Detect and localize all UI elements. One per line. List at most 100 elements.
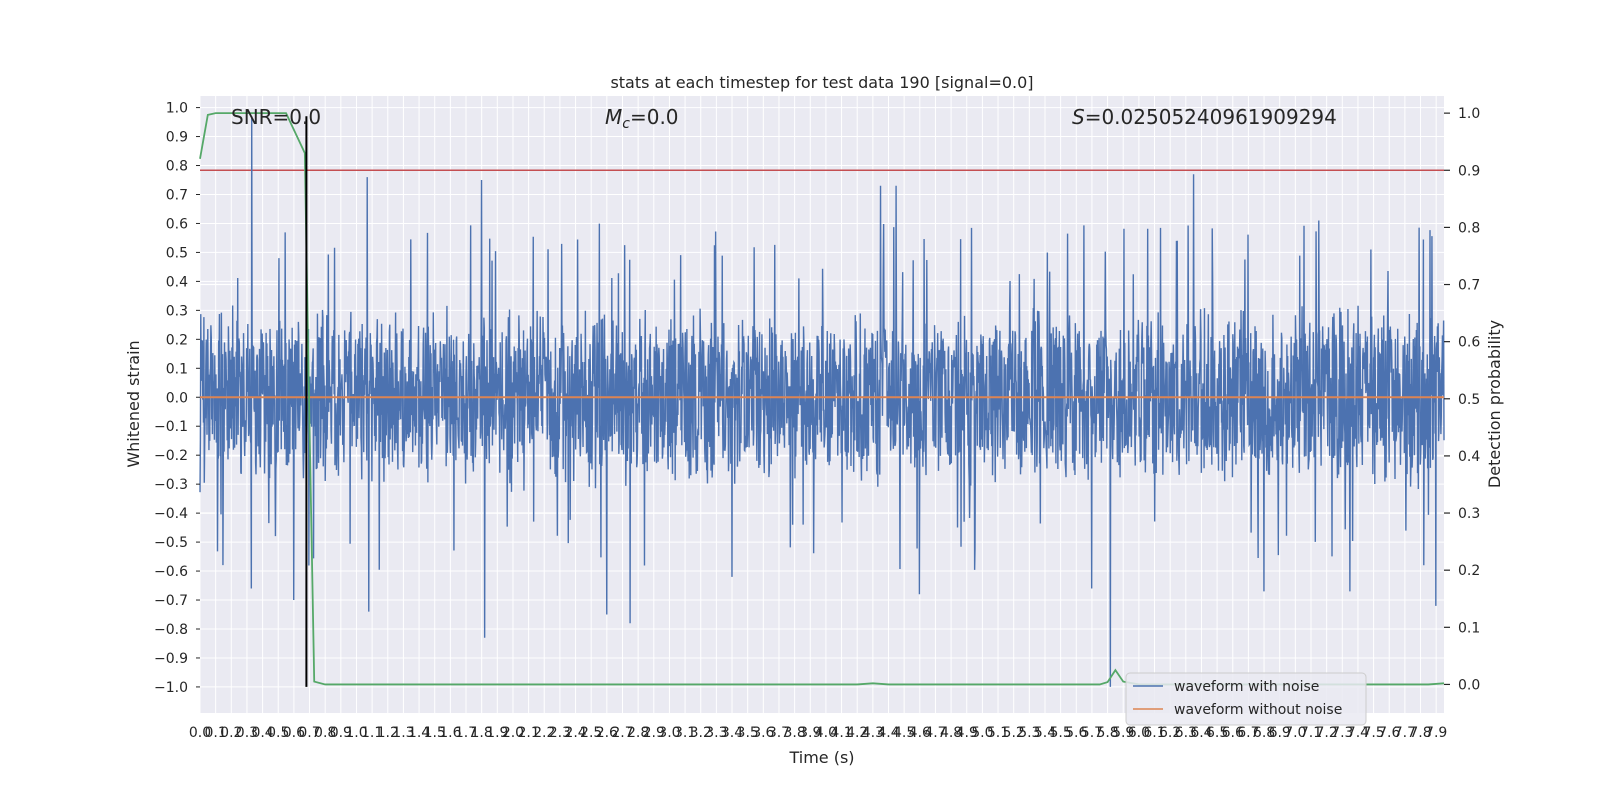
x-tick-label: 5.5 (1049, 725, 1071, 741)
y2-tick-label: 0.8 (1458, 220, 1480, 236)
x-tick-label: 0.8 (314, 725, 336, 741)
x-tick-label: 2.9 (643, 725, 665, 741)
x-tick-label: 7.9 (1425, 725, 1447, 741)
x-tick-label: 5.0 (971, 725, 993, 741)
x-tick-label: 4.3 (862, 725, 884, 741)
x-tick-label: 4.7 (924, 725, 946, 741)
y2-tick-label: 0.5 (1458, 392, 1480, 408)
x-tick-label: 4.5 (893, 725, 915, 741)
x-tick-label: 0.0 (189, 725, 211, 741)
x-tick-label: 0.1 (205, 725, 227, 741)
y-tick-label: 0.8 (166, 159, 188, 175)
x-tick-label: 2.4 (564, 725, 586, 741)
x-tick-label: 6.7 (1237, 725, 1259, 741)
x-tick-label: 5.3 (1018, 725, 1040, 741)
y2-axis-title: Detection probability (1485, 320, 1504, 488)
y2-axis-ticks: 0.0 0.1 0.2 0.3 0.4 0.5 0.6 0.7 0.8 0.9 1.0 (1444, 106, 1480, 693)
x-tick-label: 0.6 (283, 725, 305, 741)
x-tick-label: 4.0 (815, 725, 837, 741)
x-tick-label: 6.6 (1222, 725, 1244, 741)
x-tick-label: 2.3 (549, 725, 571, 741)
x-tick-label: 4.2 (846, 725, 868, 741)
y-axis-title: Whitened strain (124, 340, 143, 467)
annotation-mc: Mc=0.0 (605, 105, 679, 132)
y-tick-label: 0.9 (166, 130, 188, 146)
x-tick-label: 4.1 (830, 725, 852, 741)
y-tick-label: −0.2 (154, 448, 188, 464)
y-tick-label: −0.3 (154, 477, 188, 493)
x-tick-label: 7.0 (1284, 725, 1306, 741)
y-tick-label: −1.0 (154, 680, 188, 696)
x-tick-label: 1.1 (361, 725, 383, 741)
x-tick-label: 1.0 (345, 725, 367, 741)
x-tick-label: 4.8 (940, 725, 962, 741)
x-tick-label: 3.4 (721, 725, 743, 741)
x-tick-label: 5.2 (1003, 725, 1025, 741)
y-tick-label: −0.7 (154, 593, 188, 609)
y2-tick-label: 0.7 (1458, 278, 1480, 294)
x-tick-label: 5.4 (1034, 725, 1056, 741)
y2-tick-label: 0.0 (1458, 677, 1480, 693)
x-tick-label: 3.5 (737, 725, 759, 741)
x-tick-label: 3.9 (799, 725, 821, 741)
annotation-mc-value: =0.0 (630, 105, 679, 129)
x-tick-label: 5.9 (1112, 725, 1134, 741)
x-tick-label: 3.7 (768, 725, 790, 741)
y2-tick-label: 1.0 (1458, 106, 1480, 122)
y-axis-ticks: −1.0 −0.9 −0.8 −0.7 −0.6 −0.5 −0.4 −0.3 −0.2 −0.1… (154, 101, 200, 696)
x-tick-label: 2.8 (627, 725, 649, 741)
annotation-s-symbol: S (1072, 105, 1085, 129)
x-tick-label: 7.1 (1300, 725, 1322, 741)
x-tick-label: 0.7 (298, 725, 320, 741)
x-tick-label: 3.3 (705, 725, 727, 741)
x-tick-label: 7.7 (1394, 725, 1416, 741)
x-tick-label: 7.3 (1331, 725, 1353, 741)
x-tick-label: 1.2 (377, 725, 399, 741)
x-tick-label: 3.6 (752, 725, 774, 741)
y-tick-label: 0.4 (166, 274, 188, 290)
x-tick-label: 7.5 (1362, 725, 1384, 741)
legend-box (1125, 672, 1367, 726)
x-tick-label: 0.9 (330, 725, 352, 741)
x-tick-label: 1.9 (486, 725, 508, 741)
x-tick-label: 1.8 (471, 725, 493, 741)
x-tick-label: 4.6 (909, 725, 931, 741)
legend-label-noise: waveform with noise (1174, 679, 1319, 695)
chart-title: stats at each timestep for test data 190… (610, 73, 1033, 92)
legend-label-clean: waveform without noise (1174, 702, 1342, 718)
x-tick-label: 1.3 (392, 725, 414, 741)
annotation-mc-symbol: M (605, 105, 622, 129)
y-tick-label: −0.8 (154, 622, 188, 638)
y2-tick-label: 0.4 (1458, 449, 1480, 465)
y-tick-label: −0.5 (154, 535, 188, 551)
x-tick-label: 1.6 (439, 725, 461, 741)
y-tick-label: 0.1 (166, 361, 188, 377)
waveform-with-noise-line (199, 116, 1445, 687)
y-tick-label: 0.2 (166, 332, 188, 348)
x-tick-label: 0.4 (251, 725, 273, 741)
x-tick-label: 1.4 (408, 725, 430, 741)
annotation-mc-subscript: c (622, 116, 630, 132)
series-waveform-with-noise (199, 116, 1445, 687)
x-tick-label: 7.2 (1316, 725, 1338, 741)
x-tick-label: 1.5 (424, 725, 446, 741)
x-tick-label: 5.1 (987, 725, 1009, 741)
y2-tick-label: 0.1 (1458, 620, 1480, 636)
x-tick-label: 4.9 (956, 725, 978, 741)
x-tick-label: 5.8 (1096, 725, 1118, 741)
x-tick-label: 6.2 (1159, 725, 1181, 741)
x-tick-label: 7.4 (1347, 725, 1369, 741)
x-tick-label: 3.8 (783, 725, 805, 741)
x-tick-label: 0.3 (236, 725, 258, 741)
x-tick-label: 5.7 (1081, 725, 1103, 741)
x-tick-label: 3.0 (658, 725, 680, 741)
x-axis-ticks: 0.00.10.20.30.40.50.60.70.80.91.01.11.21… (189, 725, 1447, 741)
x-tick-label: 3.1 (674, 725, 696, 741)
x-tick-label: 2.7 (611, 725, 633, 741)
x-tick-label: 0.2 (220, 725, 242, 741)
y-tick-label: 0.5 (166, 245, 188, 261)
x-tick-label: 2.6 (596, 725, 618, 741)
x-tick-label: 1.7 (455, 725, 477, 741)
x-tick-label: 6.3 (1175, 725, 1197, 741)
